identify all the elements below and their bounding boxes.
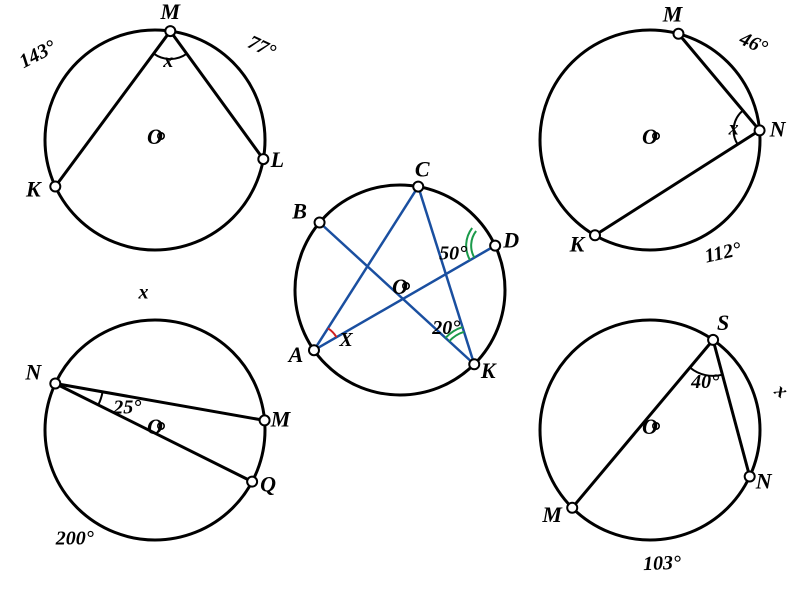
angle-label: x — [162, 50, 173, 72]
arc-label: 46° — [735, 27, 770, 59]
point-Q — [247, 477, 257, 487]
angle-label-D: 50° — [439, 243, 467, 265]
diagram-c3: X 50° 20° O C B A K D — [287, 157, 520, 395]
arc-label: 112° — [702, 238, 743, 268]
arc-label: 103° — [643, 552, 682, 575]
angle-label: 25° — [112, 397, 141, 419]
point-L — [258, 154, 268, 164]
point-B — [315, 218, 325, 228]
center-label: O — [642, 124, 658, 149]
point-label-M: M — [160, 0, 182, 24]
arc-label: 200° — [55, 528, 94, 550]
diagram-c2: 25° O N M Qx 200° — [24, 282, 291, 550]
point-label-K: K — [480, 358, 497, 383]
angle-arc-A — [328, 328, 337, 337]
point-label-M: M — [541, 502, 563, 527]
point-M — [673, 29, 683, 39]
point-label-N: N — [755, 468, 773, 493]
point-C — [413, 182, 423, 192]
chord-N-K — [595, 130, 760, 235]
point-label-K: K — [25, 176, 42, 201]
point-label-M: M — [662, 2, 684, 27]
angle-label: x — [728, 117, 739, 139]
point-A — [309, 345, 319, 355]
chord-M-K — [55, 31, 170, 186]
arc-label: 143° — [16, 36, 60, 73]
point-label-A: A — [287, 342, 304, 367]
point-K — [469, 359, 479, 369]
point-N — [745, 471, 755, 481]
diagram-c4: x O M N K 46° 112° — [540, 2, 787, 268]
diagram-c1: x O M L K 77° 143° — [16, 0, 284, 250]
point-label-Q: Q — [260, 472, 276, 497]
point-M — [567, 503, 577, 513]
angle-label-A: X — [338, 329, 353, 351]
point-label-N: N — [769, 116, 787, 141]
diagram-c5: 40° O S N Mx 103° — [540, 310, 792, 575]
point-label-D: D — [502, 228, 519, 253]
point-S — [708, 335, 718, 345]
point-D — [490, 241, 500, 251]
point-label-C: C — [415, 157, 430, 182]
point-K — [590, 230, 600, 240]
chord-S-N — [713, 340, 750, 477]
point-M — [260, 415, 270, 425]
arc-label: x — [770, 379, 792, 403]
center-label: O — [642, 414, 658, 439]
point-label-B: B — [291, 199, 307, 224]
point-M — [165, 26, 175, 36]
point-label-M: M — [270, 406, 292, 431]
center-label: O — [147, 124, 163, 149]
point-N — [50, 379, 60, 389]
point-label-K: K — [569, 231, 586, 256]
angle-label-K: 20° — [431, 317, 460, 339]
angle-arc — [98, 392, 102, 405]
point-label-L: L — [270, 147, 284, 172]
angle-arc-D — [471, 231, 476, 258]
point-label-N: N — [24, 360, 42, 385]
point-K — [50, 181, 60, 191]
point-N — [755, 125, 765, 135]
arc-label: 77° — [244, 31, 279, 63]
arc-label: x — [137, 282, 148, 304]
center-label: O — [147, 414, 163, 439]
point-label-S: S — [717, 310, 729, 335]
center-label: O — [392, 274, 408, 299]
angle-label: 40° — [690, 371, 719, 393]
